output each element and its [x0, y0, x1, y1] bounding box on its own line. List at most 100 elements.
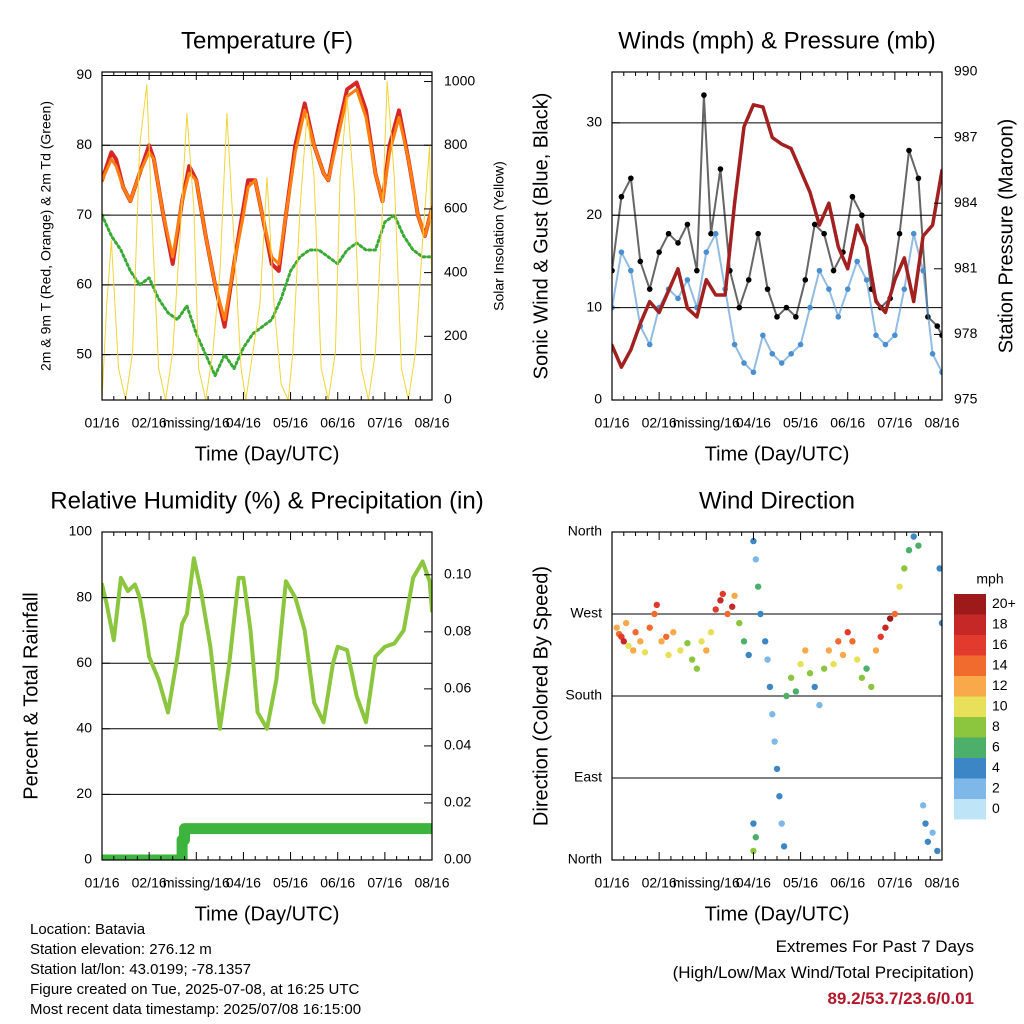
- plot-area: [613, 533, 942, 855]
- colorbar-swatch: [954, 737, 986, 758]
- x-tick-label: 06/16: [320, 875, 355, 891]
- x-tick-label: 06/16: [320, 415, 355, 431]
- station-latlon: Station lat/lon: 43.0199; -78.1357: [30, 961, 252, 978]
- direction-point: [792, 688, 800, 695]
- y2-tick-label: 981: [954, 260, 978, 276]
- y-tick-label: 0: [84, 851, 92, 867]
- x-tick-label: 01/16: [594, 415, 629, 431]
- x-tick-label: 02/16: [642, 415, 677, 431]
- direction-point: [901, 565, 908, 572]
- y2-tick-label: 984: [954, 194, 978, 210]
- x-axis-label: Time (Day/UTC): [195, 903, 340, 925]
- x-tick-label: 07/16: [367, 875, 402, 891]
- direction-point: [724, 610, 731, 618]
- colorbar-label: 10: [992, 697, 1008, 713]
- direction-point: [783, 692, 790, 700]
- x-tick-label: 08/16: [414, 415, 449, 431]
- y2-tick-label: 600: [444, 200, 468, 216]
- series-line: [102, 823, 432, 860]
- y-tick-label: South: [565, 687, 602, 703]
- direction-point: [625, 642, 632, 650]
- x-tick-label: 04/16: [226, 415, 261, 431]
- y-tick-label: West: [570, 605, 602, 621]
- direction-point: [764, 656, 771, 663]
- direction-point: [868, 683, 875, 691]
- direction-point: [910, 533, 917, 540]
- x-tick-label: 04/16: [736, 415, 771, 431]
- y-tick-label: 10: [586, 298, 602, 314]
- direction-point: [872, 647, 880, 654]
- y2-tick-label: 0.02: [444, 794, 471, 810]
- colorbar-label: 4: [992, 759, 1000, 775]
- colorbar-swatch: [954, 696, 986, 717]
- station-info: Location: Batavia Station elevation: 276…: [30, 920, 361, 1020]
- direction-point: [677, 647, 684, 654]
- x-tick-label: 08/16: [924, 875, 959, 891]
- x-tick-label: 07/16: [877, 415, 912, 431]
- x-tick-label: 06/16: [830, 415, 865, 431]
- colorbar-swatch: [954, 594, 986, 615]
- x-tick-label: missing/16: [163, 415, 230, 431]
- direction-point: [707, 629, 715, 636]
- y-axis-label: 2m & 9m T (Red, Orange) & 2m Td (Green): [38, 101, 54, 371]
- y2-tick-label: 990: [954, 63, 978, 79]
- x-tick-label: 04/16: [226, 875, 261, 891]
- y2-tick-label: 978: [954, 325, 978, 341]
- y2-tick-label: 400: [444, 263, 468, 279]
- x-tick-label: 08/16: [924, 415, 959, 431]
- colorbar-swatch: [954, 778, 986, 799]
- y-tick-label: 20: [76, 785, 92, 801]
- x-tick-label: missing/16: [673, 875, 740, 891]
- y-axis-label: Sonic Wind & Gust (Blue, Black): [530, 93, 552, 380]
- extremes-subtitle: (High/Low/Max Wind/Total Precipitation): [672, 963, 974, 982]
- direction-point: [776, 793, 783, 800]
- direction-point: [886, 615, 894, 622]
- x-tick-label: 01/16: [594, 875, 629, 891]
- direction-point: [670, 629, 677, 636]
- x-tick-label: 01/16: [84, 875, 119, 891]
- y2-tick-label: 0.08: [444, 623, 471, 639]
- direction-point: [924, 838, 932, 845]
- direction-point: [731, 592, 738, 599]
- series-line: [102, 81, 432, 400]
- chart-title: Relative Humidity (%) & Precipitation (i…: [50, 487, 483, 514]
- y2-axis-label: Solar Insolation (Yellow): [491, 161, 507, 311]
- direction-point: [769, 711, 776, 718]
- y-tick-label: North: [568, 523, 602, 539]
- direction-point: [863, 665, 870, 672]
- direction-point: [766, 683, 774, 691]
- colorbar-label: 16: [992, 636, 1008, 652]
- direction-point: [646, 624, 653, 631]
- direction-point: [637, 638, 644, 645]
- direction-point: [745, 651, 752, 659]
- colorbar-swatch: [954, 799, 986, 820]
- plot-frame: [611, 71, 943, 401]
- direction-point: [771, 738, 778, 745]
- y-tick-label: 60: [76, 276, 92, 292]
- recent-timestamp: Most recent data timestamp: 2025/07/08 1…: [30, 1001, 362, 1018]
- direction-point: [929, 829, 936, 836]
- direction-point: [613, 624, 620, 631]
- direction-point: [663, 633, 670, 640]
- direction-point: [693, 665, 701, 672]
- direction-point: [787, 674, 795, 681]
- x-tick-label: 05/16: [783, 415, 818, 431]
- extremes-values: 89.2/53.7/23.6/0.01: [827, 989, 974, 1008]
- x-tick-label: 05/16: [783, 875, 818, 891]
- x-tick-label: 04/16: [736, 875, 771, 891]
- y-tick-label: 80: [76, 588, 92, 604]
- plot-area: [102, 556, 432, 860]
- direction-point: [665, 651, 672, 659]
- direction-point: [919, 802, 927, 809]
- direction-point: [717, 597, 724, 604]
- y2-tick-label: 0: [444, 391, 452, 407]
- direction-point: [630, 647, 637, 654]
- direction-point: [882, 624, 889, 631]
- chart-title: Winds (mph) & Pressure (mb): [618, 27, 935, 54]
- colorbar-label: 8: [992, 718, 1000, 734]
- y2-tick-label: 975: [954, 391, 978, 407]
- direction-point: [922, 820, 929, 827]
- direction-point: [729, 603, 736, 610]
- direction-point: [752, 834, 759, 841]
